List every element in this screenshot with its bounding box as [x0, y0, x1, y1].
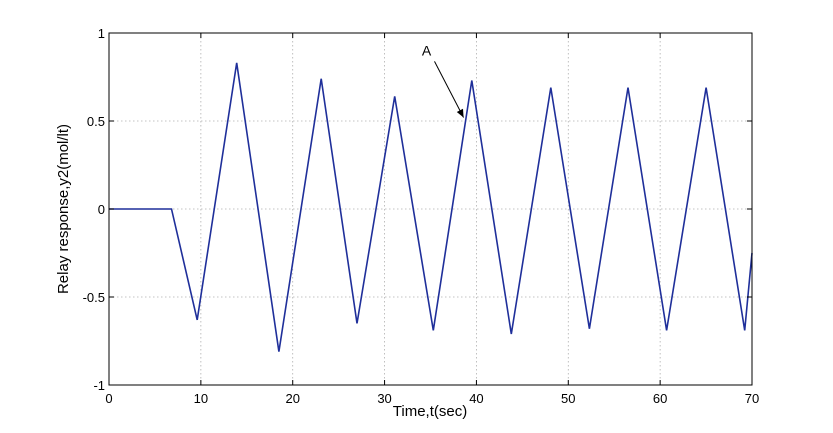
- x-tick-label: 50: [561, 391, 575, 406]
- x-axis-label: Time,t(sec): [393, 403, 467, 420]
- annotation-arrowhead: [456, 108, 464, 118]
- y-tick-label: 0: [98, 202, 105, 217]
- x-tick-label: 70: [745, 391, 759, 406]
- y-tick-label: -1: [93, 378, 105, 393]
- annotation-label: A: [422, 42, 432, 58]
- x-tick-label: 30: [377, 391, 391, 406]
- grid-lines: [109, 33, 752, 385]
- x-tick-label: 10: [194, 391, 208, 406]
- series-layer: [109, 62, 753, 352]
- y-tick-label: 1: [98, 26, 105, 41]
- x-tick-label: 0: [105, 391, 112, 406]
- x-tick-label: 40: [469, 391, 483, 406]
- y-tick-label: 0.5: [87, 114, 105, 129]
- series-line: [109, 62, 753, 352]
- tick-layer: 0 10 20 30 40 50 60 70 -1 -0.5 0 0.5 1: [83, 26, 760, 406]
- annotation-arrow-line: [434, 61, 465, 118]
- annotation-layer: A: [422, 42, 465, 118]
- y-axis-label: Relay response,y2(mol/lt): [55, 124, 72, 294]
- x-tick-label: 20: [285, 391, 299, 406]
- y-tick-label: -0.5: [83, 290, 105, 305]
- x-tick-label: 60: [653, 391, 667, 406]
